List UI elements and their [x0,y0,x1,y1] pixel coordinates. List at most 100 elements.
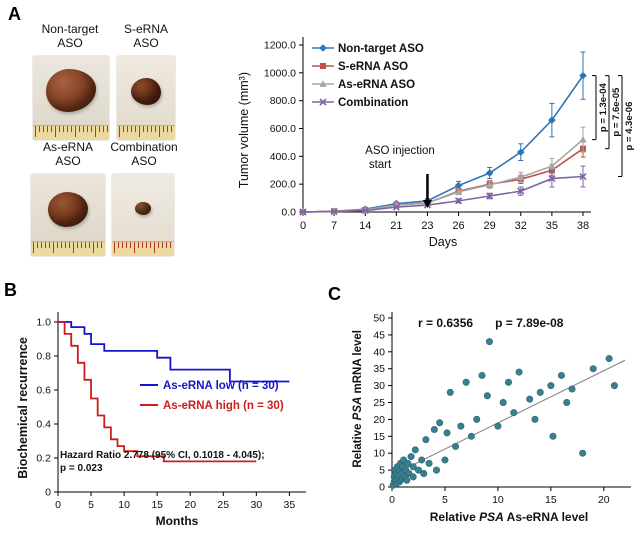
marker-x [299,208,307,216]
marker-triangle [486,181,494,188]
c-y-tick-label: 35 [373,363,385,375]
tumor-specimen [131,78,161,105]
scatter-point [483,392,491,400]
a-legend-label: Combination [338,97,408,109]
a-y-tick-label: 400.0 [270,151,296,163]
a-legend-entry: Non-target ASO [312,43,424,55]
marker-triangle [548,162,556,170]
a-legend-label: S-eRNA ASO [338,61,408,73]
photo-label-s-erna: S-eRNA ASO [108,22,184,50]
c-x-tick-label: 10 [492,494,504,506]
c-y-title-part: Relative [352,420,364,468]
c-x-axis-title: Relative PSA As-eRNA level [390,510,628,524]
km-legend-low: As-eRNA low (n = 30) [140,380,279,392]
marker-square [320,63,326,69]
c-y-tick-label: 5 [379,465,385,477]
series-line [302,139,584,213]
scatter-point [404,459,412,467]
photo-label-line: ASO [57,36,83,50]
marker-x [517,187,525,195]
trend-line [391,359,626,476]
p-value: p = 7.89e-08 [495,316,564,330]
tumor-photo-s-erna [117,56,175,140]
c-y-tick-label: 20 [373,414,385,426]
b-x-axis-title: Months [156,514,199,528]
c-y-tick-label: 10 [373,448,385,460]
c-y-title-part: mRNA level [352,330,364,397]
photo-label-line: ASO [55,154,81,168]
marker-triangle [579,135,587,143]
injection-arrow-head [422,200,432,208]
legend-line-low [140,383,158,387]
km-curve-as-erna-high-(n-=-30) [58,321,257,463]
b-x-tick-label: 0 [55,499,61,511]
a-x-tick-label: 23 [421,220,433,232]
a-y-tick-label: 200.0 [270,179,296,191]
psa-scatter-chart: 0 5 10 15 20 25 30 35 40 45 50 0 5 10 15 20 [373,312,631,506]
scatter-point [568,385,576,393]
b-y-tick-label: 0.8 [36,351,51,363]
marker-x [579,172,587,181]
photo-label-line: ASO [131,154,157,168]
scatter-point [473,415,481,423]
legend-line-high [140,403,158,407]
c-y-tick-label: 50 [373,313,385,325]
aso-injection-annotation: ASO injection [365,145,435,157]
a-y-tick-label: 0.0 [281,207,296,219]
a-y-tick-label: 1200.0 [264,40,296,52]
panel-a-label: A [8,4,21,24]
photo-label-line: As-eRNA [42,140,93,154]
c-y-tick-label: 15 [373,431,385,443]
scatter-point [531,415,539,423]
tumor-photo-as-erna [31,174,105,256]
c-x-tick-label: 15 [545,494,557,506]
a-x-tick-label: 29 [484,220,496,232]
r-value: r = 0.6356 [418,316,474,330]
b-x-tick-label: 10 [118,499,130,511]
pvalue-label: p = 7.6e-05 [611,87,622,137]
marker-triangle [319,80,327,87]
b-y-tick-label: 1.0 [36,317,51,329]
scatter-point [407,453,415,461]
scatter-point [563,399,571,407]
a-x-tick-label: 14 [359,220,371,232]
c-y-axis-title: Relative PSA mRNA level [352,330,364,468]
hazard-ratio-annotation: Hazard Ratio 2.778 (95% CI, 0.1018 - 4.0… [60,449,265,475]
scatter-point [610,382,618,390]
legend-label: As-eRNA high (n = 30) [163,400,284,412]
a-x-tick-label: 35 [546,220,558,232]
marker-diamond [485,169,494,177]
b-x-tick-label: 20 [184,499,196,511]
ruler [31,241,105,256]
a-legend-label: As-eRNA ASO [338,79,415,91]
photo-label-line: Non-target [41,22,99,36]
photo-label-non-target: Non-target ASO [28,22,112,50]
scatter-point [441,456,449,464]
hazard-ratio-line1: Hazard Ratio 2.778 (95% CI, 0.1018 - 4.0… [60,450,265,461]
hazard-ratio-line2: p = 0.023 [60,463,103,474]
a-x-tick-label: 7 [331,220,337,232]
ruler [117,125,175,140]
a-y-tick-label: 800.0 [270,95,296,107]
scatter-point [579,449,587,457]
marker-x [330,208,338,216]
panel-b-label: B [4,280,17,300]
scatter-point [515,368,523,376]
scatter-point [549,432,557,440]
scatter-point [510,409,518,417]
panel-c-label: C [328,284,341,304]
scatter-point [418,456,426,464]
a-x-tick-label: 0 [300,220,306,232]
c-x-title-part: As-eRNA level [503,510,589,524]
scatter-point [403,476,411,484]
scatter-point [432,466,440,474]
a-y-tick-label: 1000.0 [264,67,296,79]
scatter-point [446,388,454,396]
correlation-stats: r = 0.6356 p = 7.89e-08 [418,316,563,330]
marker-x [361,207,369,215]
a-x-tick-label: 26 [452,220,464,232]
c-x-tick-label: 5 [442,494,448,506]
photo-label-line: ASO [133,36,159,50]
tumor-specimen [46,69,96,112]
